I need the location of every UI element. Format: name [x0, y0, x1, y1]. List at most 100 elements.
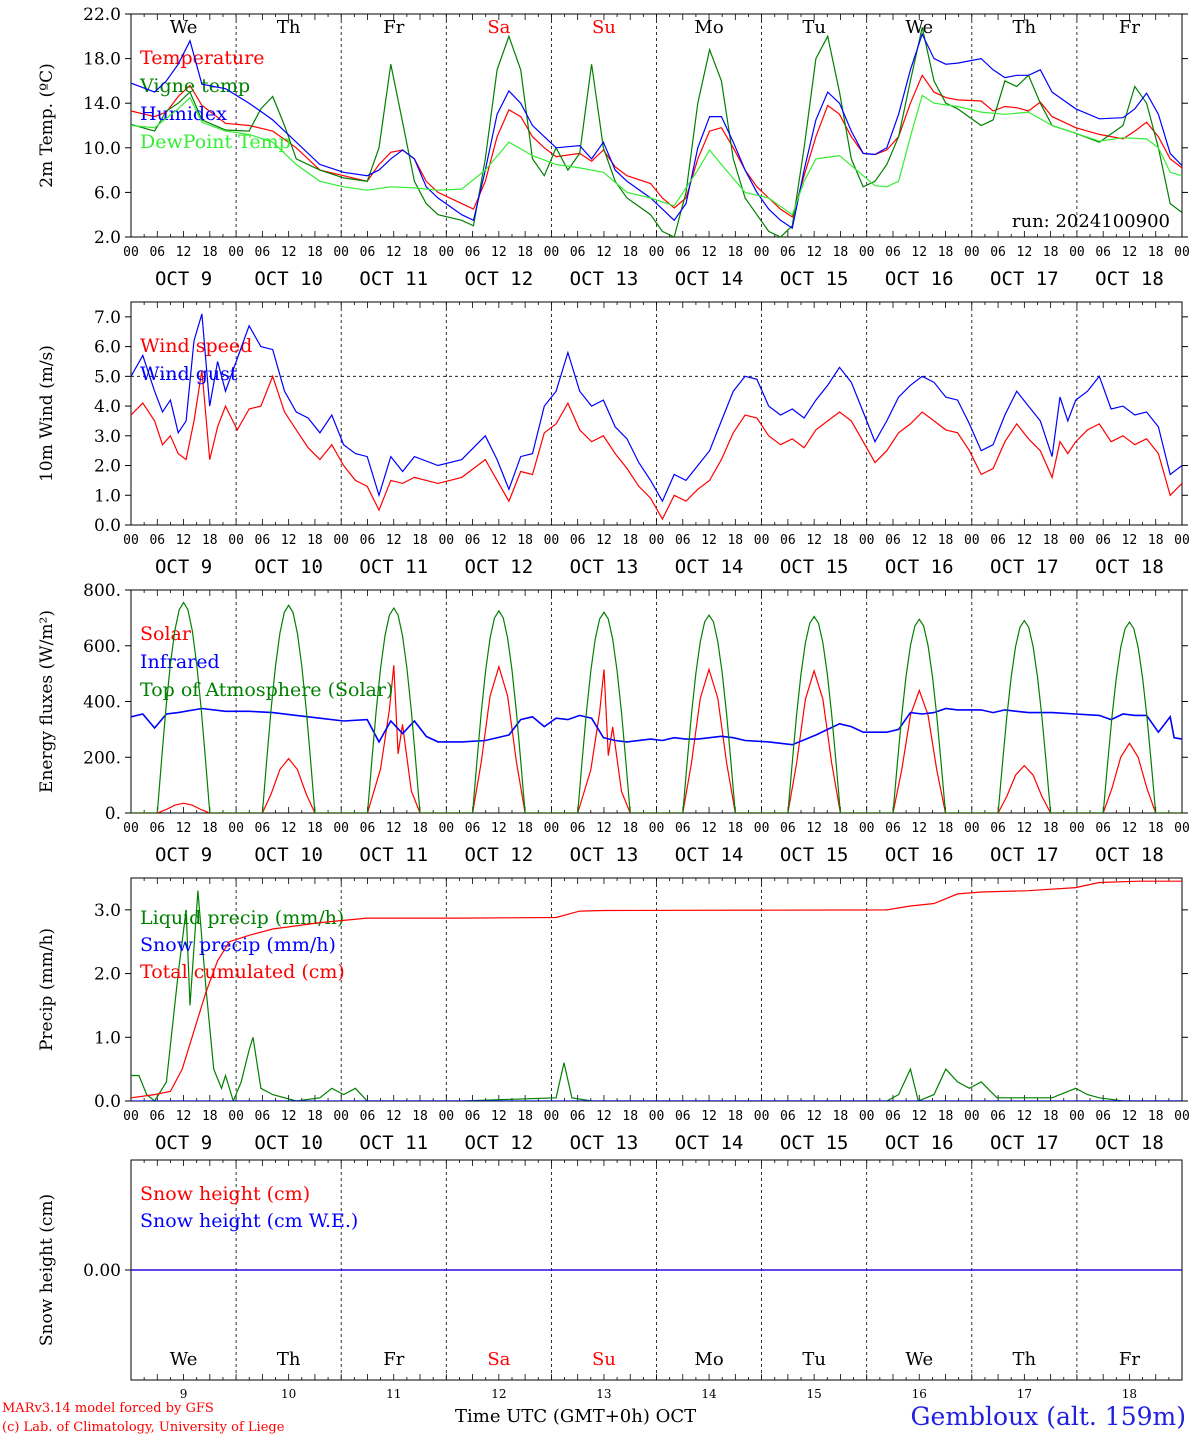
hour-tick-label: 12 — [176, 533, 192, 548]
weekday-label: We — [905, 1349, 933, 1370]
date-label: OCT 17 — [990, 268, 1059, 290]
date-label: OCT 9 — [155, 1132, 212, 1154]
lab-credit: (c) Lab. of Climatology, University of L… — [2, 1420, 285, 1435]
day-number-label: 16 — [912, 1387, 927, 1401]
hour-tick-label: 18 — [307, 533, 323, 548]
day-number-label: 18 — [1122, 1387, 1137, 1401]
date-label: OCT 16 — [885, 556, 954, 578]
hour-tick-label: 06 — [675, 533, 691, 548]
date-label: OCT 18 — [1095, 268, 1164, 290]
hour-tick-label: 18 — [1043, 533, 1059, 548]
legend-label: Solar — [140, 623, 192, 645]
hour-tick-label: 12 — [386, 533, 402, 548]
hour-tick-label: 18 — [727, 1109, 743, 1124]
date-label: OCT 14 — [675, 844, 744, 866]
y-tick-label: 14.0 — [83, 94, 121, 114]
day-number-label: 11 — [386, 1387, 401, 1401]
panel-temp: 22.0 18.0 14.0 10.0 6.0 2.0 2m Temp. (ºC) 00 06 1… — [37, 5, 1190, 290]
hour-tick-label: 06 — [149, 821, 165, 836]
hour-tick-label: 06 — [780, 821, 796, 836]
y-tick-label: 10.0 — [83, 139, 121, 159]
series-liquid-precip-mm-h- — [131, 890, 1182, 1101]
hour-tick-label: 00 — [859, 533, 875, 548]
hour-tick-label: 00 — [544, 533, 560, 548]
day-number-label: 10 — [281, 1387, 296, 1401]
date-label: OCT 13 — [570, 268, 639, 290]
hour-tick-label: 18 — [202, 533, 218, 548]
hour-tick-label: 06 — [360, 245, 376, 260]
y-tick-label: 0.0 — [94, 516, 121, 536]
legend-label: Snow precip (mm/h) — [140, 934, 336, 956]
day-number-label: 14 — [701, 1387, 717, 1401]
date-label: OCT 11 — [359, 844, 428, 866]
date-label: OCT 10 — [254, 556, 323, 578]
hour-tick-label: 12 — [1122, 1109, 1138, 1124]
panel-snow: 0.00 Snow height (cm) We 9 Th 10 Fr 11 Sa 12 Su 13 M… — [37, 1159, 1183, 1401]
panel-precip: 3.0 2.0 1.0 0.0 Precip (mm/h) 00 06 12 18 OCT 9 00… — [37, 877, 1190, 1154]
hour-tick-label: 06 — [149, 533, 165, 548]
date-label: OCT 15 — [780, 556, 849, 578]
series-wind-speed — [131, 370, 1182, 521]
hour-tick-label: 00 — [544, 821, 560, 836]
date-label: OCT 11 — [359, 556, 428, 578]
day-number-label: 13 — [596, 1387, 611, 1401]
hour-tick-label: 06 — [990, 1109, 1006, 1124]
weekday-label: We — [170, 17, 198, 38]
date-label: OCT 11 — [359, 1132, 428, 1154]
date-label: OCT 18 — [1095, 556, 1164, 578]
legend-label: Infrared — [140, 651, 220, 673]
hour-tick-label: 18 — [1043, 1109, 1059, 1124]
weekday-label: Th — [277, 1349, 301, 1370]
hour-tick-label: 06 — [570, 821, 586, 836]
hour-tick-label: 06 — [1095, 533, 1111, 548]
hour-tick-label: 06 — [255, 821, 271, 836]
hour-tick-label: 18 — [1148, 821, 1164, 836]
hour-tick-label: 18 — [938, 1109, 954, 1124]
hour-tick-label: 18 — [938, 533, 954, 548]
hour-tick-label: 18 — [833, 1109, 849, 1124]
hour-tick-label: 00 — [1069, 821, 1085, 836]
y-tick-label: 400. — [83, 693, 121, 713]
hour-tick-label: 00 — [1069, 533, 1085, 548]
date-label: OCT 17 — [990, 556, 1059, 578]
hour-tick-label: 06 — [465, 821, 481, 836]
hour-tick-label: 00 — [649, 821, 665, 836]
y-tick-label: 800. — [83, 581, 121, 601]
hour-tick-label: 00 — [1174, 245, 1190, 260]
hour-tick-label: 06 — [465, 533, 481, 548]
hour-tick-label: 12 — [176, 1109, 192, 1124]
y-axis-label: Energy fluxes (W/m²) — [37, 610, 57, 793]
hour-tick-label: 18 — [833, 821, 849, 836]
legend-label: Snow height (cm) — [140, 1183, 310, 1205]
panel-frame — [130, 589, 1183, 814]
hour-tick-label: 00 — [438, 821, 454, 836]
legend-label: Top of Atmosphere (Solar) — [140, 679, 393, 701]
date-label: OCT 18 — [1095, 1132, 1164, 1154]
hour-tick-label: 12 — [281, 245, 297, 260]
hour-tick-label: 00 — [228, 533, 244, 548]
date-label: OCT 16 — [885, 844, 954, 866]
weekday-label: We — [905, 17, 933, 38]
hour-tick-label: 12 — [491, 821, 507, 836]
hour-tick-label: 18 — [622, 245, 638, 260]
hour-tick-label: 06 — [675, 1109, 691, 1124]
date-label: OCT 14 — [675, 556, 744, 578]
y-tick-label: 4.0 — [94, 397, 121, 417]
hour-tick-label: 06 — [885, 533, 901, 548]
weekday-label: We — [170, 1349, 198, 1370]
legend-label: Snow height (cm W.E.) — [140, 1210, 358, 1232]
hour-tick-label: 12 — [1122, 533, 1138, 548]
hour-tick-label: 06 — [570, 533, 586, 548]
hour-tick-label: 00 — [754, 533, 770, 548]
hour-tick-label: 18 — [727, 245, 743, 260]
hour-tick-label: 18 — [517, 533, 533, 548]
hour-tick-label: 18 — [622, 1109, 638, 1124]
hour-tick-label: 12 — [386, 245, 402, 260]
hour-tick-label: 00 — [859, 821, 875, 836]
series-top-of-atmosphere-solar- — [131, 601, 1182, 813]
weekday-label: Sa — [487, 1349, 510, 1370]
hour-tick-label: 12 — [386, 821, 402, 836]
hour-tick-label: 00 — [333, 821, 349, 836]
hour-tick-label: 18 — [412, 533, 428, 548]
hour-tick-label: 12 — [491, 533, 507, 548]
